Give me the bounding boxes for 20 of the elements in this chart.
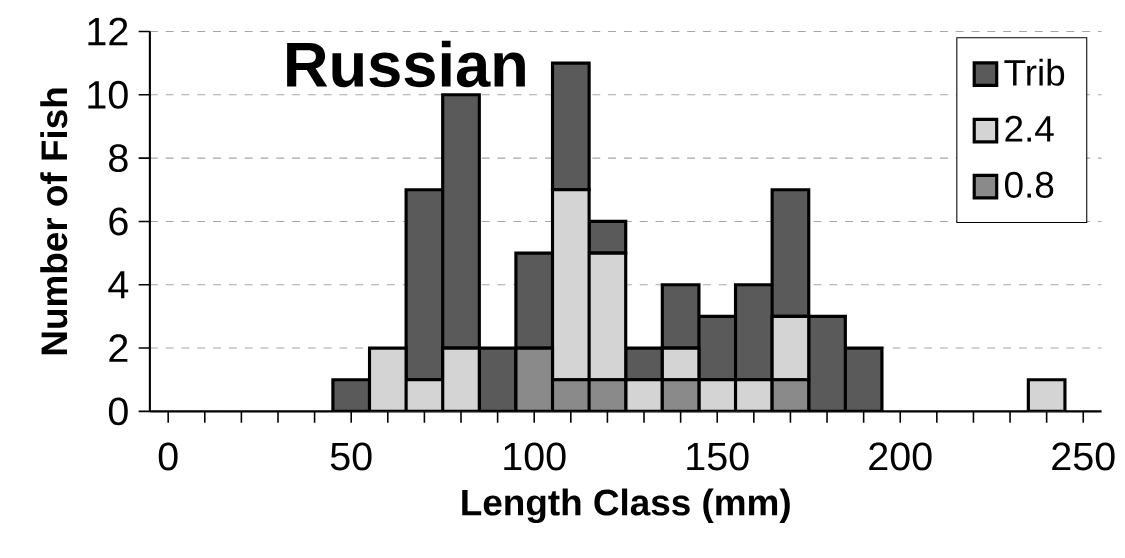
y-tick-label: 10 (88, 81, 128, 109)
legend-label: 2.4 (1005, 115, 1054, 142)
chart-title: Russian (287, 41, 525, 88)
x-tick-label: 150 (687, 442, 749, 471)
y-tick-label: 12 (88, 17, 128, 46)
x-tick-label: 100 (504, 442, 566, 471)
y-tick-label: 4 (108, 271, 129, 299)
y-tick-label: 2 (109, 334, 128, 363)
x-tick-label: 250 (1052, 442, 1115, 471)
x-tick-label: 200 (869, 442, 932, 471)
x-axis-title: Length Class (mm) (462, 488, 790, 524)
y-tick-label: 6 (109, 207, 128, 236)
x-tick-label: 0 (158, 442, 178, 471)
y-tick-label: 8 (109, 144, 128, 173)
y-axis-title: Number of Fish (40, 88, 68, 355)
x-tick-label: 50 (330, 442, 372, 471)
legend-label: 0.8 (1005, 172, 1054, 199)
bar (807, 315, 847, 412)
legend-label: Trib (1004, 59, 1065, 87)
y-tick-label: 0 (108, 397, 128, 426)
